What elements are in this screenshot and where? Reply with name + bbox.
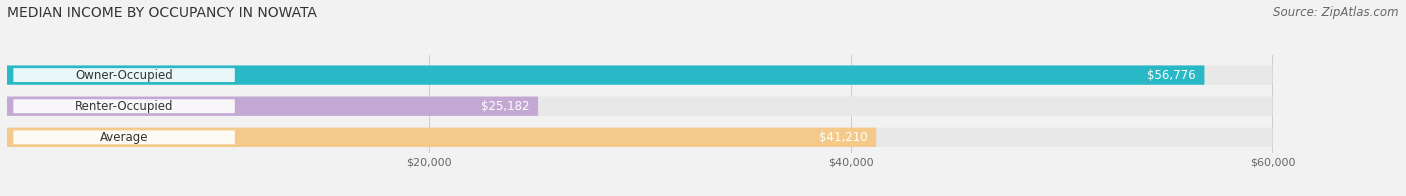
FancyBboxPatch shape bbox=[14, 68, 235, 82]
FancyBboxPatch shape bbox=[14, 130, 235, 144]
Text: MEDIAN INCOME BY OCCUPANCY IN NOWATA: MEDIAN INCOME BY OCCUPANCY IN NOWATA bbox=[7, 6, 316, 20]
FancyBboxPatch shape bbox=[14, 99, 235, 113]
FancyBboxPatch shape bbox=[7, 128, 876, 147]
Text: $25,182: $25,182 bbox=[481, 100, 530, 113]
FancyBboxPatch shape bbox=[7, 65, 1272, 85]
Text: Source: ZipAtlas.com: Source: ZipAtlas.com bbox=[1274, 6, 1399, 19]
FancyBboxPatch shape bbox=[7, 65, 1205, 85]
Text: Renter-Occupied: Renter-Occupied bbox=[75, 100, 173, 113]
FancyBboxPatch shape bbox=[7, 128, 1272, 147]
Text: Owner-Occupied: Owner-Occupied bbox=[75, 69, 173, 82]
Text: $41,210: $41,210 bbox=[820, 131, 868, 144]
FancyBboxPatch shape bbox=[7, 97, 538, 116]
Text: Average: Average bbox=[100, 131, 148, 144]
Text: $56,776: $56,776 bbox=[1147, 69, 1197, 82]
FancyBboxPatch shape bbox=[7, 97, 1272, 116]
